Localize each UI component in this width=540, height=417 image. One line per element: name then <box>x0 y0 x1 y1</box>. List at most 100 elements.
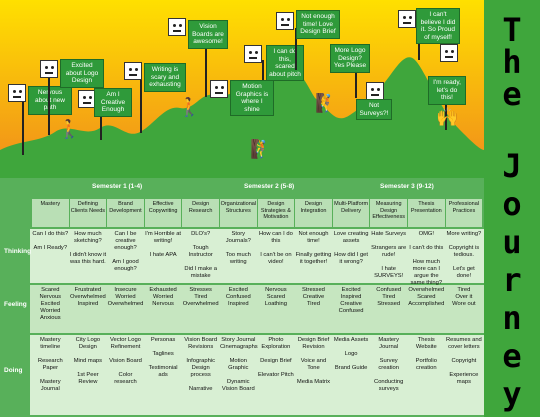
sign-scared-pitch: I can do this, scared about pitch <box>266 45 304 81</box>
banner-letter: e <box>502 337 522 375</box>
face-icon <box>440 44 458 62</box>
grid-cell: More writing? Copyright is tedious. Let'… <box>446 231 482 279</box>
hills <box>0 57 484 178</box>
grid-cell: City Logo Design Mind maps 1st Peer Revi… <box>73 337 103 385</box>
grid-cell: Frustrated Overwhelmed Inspired <box>70 287 106 307</box>
banner-letter: y <box>502 375 522 413</box>
face-icon <box>210 80 228 98</box>
banner-letter: T <box>502 11 522 49</box>
grid-cell: Not enough time! Finally getting it toge… <box>295 231 332 265</box>
face-icon <box>168 18 186 36</box>
grid-cell: Stressed Creative Tired <box>302 287 325 307</box>
row-label: Feeling <box>4 301 27 308</box>
banner-letter: e <box>502 75 522 113</box>
sign-not-enough-time: Not enough time! Love Design Brief <box>296 10 340 39</box>
grid-cell: Design Brief Revision Voice and Tone Med… <box>296 337 331 385</box>
column-header: Design Research <box>182 199 219 227</box>
face-icon <box>8 84 26 102</box>
sign-motion-graphics: Motion Graphics is where I shine <box>230 80 274 116</box>
face-icon <box>78 90 96 108</box>
face-icon <box>366 82 384 100</box>
grid-cell: Overwhelmed Scared Accomplished <box>408 287 445 307</box>
stick-figure-icon: 🚶 <box>178 97 201 117</box>
sign-vision-boards: Vision Boards are awesome! <box>188 20 228 49</box>
grid-cell: Story Journal Cinemagraphs Motion Graphi… <box>220 337 258 392</box>
grid-cell: DLO's? Tough Instructor Did I make a mis… <box>184 231 217 279</box>
grid-cell: Scared Nervous Excited Worried Anxious <box>39 287 62 321</box>
sign-pole <box>295 28 297 70</box>
row-band <box>30 335 484 415</box>
grid-cell: Media Assets Logo Brand Guide <box>333 337 369 371</box>
grid-cell: I'm Horrible at writing! I hate APA <box>145 231 182 258</box>
row-band <box>30 229 484 283</box>
stick-figure-icon: 🧗 <box>315 93 338 113</box>
sign-nervous: Nervous about new path <box>28 86 72 115</box>
face-icon <box>276 12 294 30</box>
row-label: Doing <box>4 367 23 374</box>
grid-cell: Confused Tired Stressed <box>376 287 402 307</box>
column-header: Design Integration <box>295 199 332 227</box>
grid-cell: Can I do this? Am I Ready? <box>32 231 69 251</box>
grid-cell: Resumes and cover letters Copyright Expe… <box>446 337 482 385</box>
grid-cell: Hate Surveys Strangers are rude! I hate … <box>371 231 407 279</box>
column-header: Multi-Platform Delivery <box>332 199 370 227</box>
sign-excited-logo: Excited about Logo Design <box>60 59 104 88</box>
landscape <box>0 0 484 178</box>
grid-cell: Stresses Tired Overwhelmed <box>182 287 219 307</box>
column-header: Brand Development <box>107 199 144 227</box>
grid-cell: Excited Confused Inspired <box>225 287 251 307</box>
face-icon <box>244 45 262 63</box>
grid-cell: Thesis Website Portfolio creation <box>415 337 437 371</box>
sign-pole <box>22 100 24 155</box>
grid-cell: Mastery timeline Research Paper Mastery … <box>37 337 63 392</box>
semester-label: Semester 2 (5-8) <box>244 183 295 190</box>
grid-cell: How much sketching? I didn't know it was… <box>69 231 107 265</box>
sign-pole <box>355 58 357 98</box>
sign-more-logo: More Logo Design? Yes Please <box>330 44 370 73</box>
sign-ready: I'm ready, let's do this! <box>428 76 466 105</box>
grid-cell: Insecure Worried Overwhelmed <box>107 287 144 307</box>
column-header: Professional Practices <box>445 199 483 227</box>
sign-pole <box>140 78 142 133</box>
journey-scene <box>0 0 484 178</box>
face-icon <box>398 10 416 28</box>
sign-pole <box>48 75 50 135</box>
grid-cell: Story Journals? Too much writing <box>225 231 251 265</box>
column-header: Organizational Structures <box>220 199 257 227</box>
grid-cell: Vector Logo Refinement Vision Board Colo… <box>109 337 142 385</box>
stick-figure-icon: 🙌 <box>436 107 459 127</box>
column-header: Mastery <box>32 199 69 227</box>
banner-letter: J <box>502 147 522 185</box>
grid-cell: How can I do this I can't be on video! <box>258 231 293 265</box>
column-header: Defining Clients Needs <box>69 199 107 227</box>
column-header: Thesis Presentation <box>408 199 445 227</box>
banner-letter: u <box>502 223 522 261</box>
sign-pole <box>445 90 447 130</box>
sign-cant-believe: I can't believe I did it. So Proud of my… <box>416 8 460 44</box>
sign-writing-scary: Writing is scary and exhausting <box>144 63 186 92</box>
row-band <box>30 285 484 333</box>
column-header: Design Strategies & Motivation <box>257 199 295 227</box>
grid-cell: Photo Exploration Design Brief Elevator … <box>258 337 294 378</box>
face-icon <box>124 62 142 80</box>
grid-cell: OMG! I can't do this How much more can I… <box>409 231 444 286</box>
grid-cell: Exhausted Worried Nervous <box>149 287 177 307</box>
grid-cell: Mastery Journal Survey creation Conducti… <box>374 337 404 392</box>
sign-pole <box>100 100 102 140</box>
grid-cell: Love creating assets How did I get it wr… <box>333 231 369 265</box>
banner-letter: n <box>502 299 522 337</box>
stick-figure-icon: 🧗 <box>250 139 273 159</box>
face-icon <box>40 60 58 78</box>
stick-figure-icon: 🚶 <box>58 119 81 139</box>
row-label: Thinking <box>4 248 32 255</box>
sign-pole <box>205 35 207 97</box>
sign-pole <box>262 60 264 80</box>
banner-letter: r <box>502 261 522 299</box>
grid-cell: Excited Inspired Creative Confused <box>338 287 364 314</box>
sign-not-surveys: Not Surveys?! <box>356 99 392 120</box>
column-header: Effective Copywriting <box>144 199 182 227</box>
semester-label: Semester 3 (9-12) <box>380 183 434 190</box>
sign-creative-enough: Am I Creative Enough <box>94 88 132 117</box>
